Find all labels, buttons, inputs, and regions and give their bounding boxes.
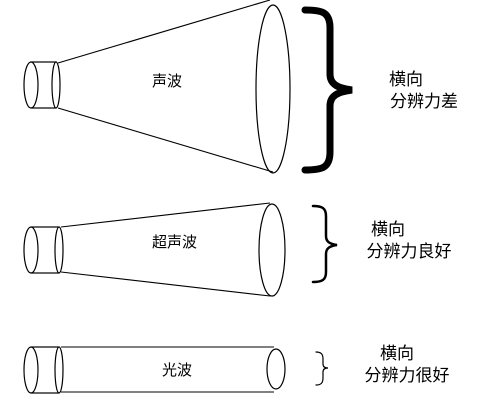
transducer-ultrasound xyxy=(23,226,64,274)
transducer-front-face xyxy=(54,346,64,394)
brace-small xyxy=(315,351,329,386)
transducer-front-face xyxy=(54,226,64,274)
beam-cross-section xyxy=(255,4,291,174)
transducer-sound xyxy=(23,61,61,109)
desc-line1-sound: 横向 xyxy=(389,70,423,90)
desc-line2-ultrasound: 分辨力良好 xyxy=(367,242,452,262)
row-ultrasound: 超声波 横向 分辨力良好 xyxy=(23,202,452,297)
transducer-back-face xyxy=(23,61,39,109)
row-sound-wave: 声波 横向 分辨力差 xyxy=(23,0,458,174)
beam-lower-edge xyxy=(57,107,274,173)
desc-line2-sound: 分辨力差 xyxy=(390,92,458,112)
desc-line1-light: 横向 xyxy=(380,344,414,364)
beam-cross-section xyxy=(266,348,286,390)
beam-lower-edge xyxy=(60,271,271,297)
row-light-wave: 光波 横向 分辨力很好 xyxy=(23,344,450,394)
brace-medium xyxy=(311,204,338,284)
wave-label-sound: 声波 xyxy=(152,72,182,90)
wave-label-light: 光波 xyxy=(162,361,192,379)
desc-line1-ultrasound: 横向 xyxy=(371,220,405,240)
beam-cross-section xyxy=(258,203,286,297)
desc-line2-light: 分辨力很好 xyxy=(365,366,450,386)
transducer-front-face xyxy=(51,61,61,109)
transducer-light xyxy=(23,346,64,394)
transducer-back-face xyxy=(23,346,39,394)
beam-upper-edge xyxy=(60,202,271,228)
beam-upper-edge xyxy=(57,0,271,64)
transducer-back-face xyxy=(23,226,39,274)
brace-large xyxy=(301,6,353,174)
wave-label-ultrasound: 超声波 xyxy=(152,233,197,251)
